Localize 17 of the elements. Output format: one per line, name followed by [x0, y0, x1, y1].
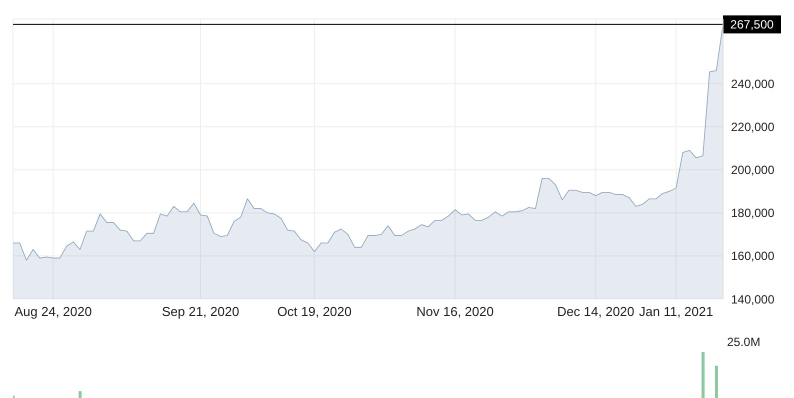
- x-tick-label: Dec 14, 2020: [557, 304, 634, 320]
- x-tick-label: Nov 16, 2020: [416, 304, 494, 320]
- y-tick-label: 220,000: [731, 120, 775, 134]
- text: 25.0M: [727, 335, 760, 349]
- y-tick-label: 200,000: [731, 163, 775, 178]
- x-tick-label: Oct 19, 2020: [277, 304, 352, 320]
- bar: [78, 391, 82, 398]
- ref-line-label: 267,500: [730, 17, 774, 32]
- x-tick-label: Aug 24, 2020: [14, 304, 92, 320]
- bar: [714, 366, 718, 398]
- bar: [702, 352, 705, 398]
- y-tick-label: 160,000: [731, 249, 775, 264]
- y-tick-label: 240,000: [731, 76, 775, 91]
- y-tick-label: 180,000: [731, 206, 775, 220]
- x-tick-label: Sep 21, 2020: [162, 304, 240, 320]
- y-tick-label: 140,000: [731, 292, 775, 306]
- x-tick-label: Jan 11, 2021: [639, 304, 714, 320]
